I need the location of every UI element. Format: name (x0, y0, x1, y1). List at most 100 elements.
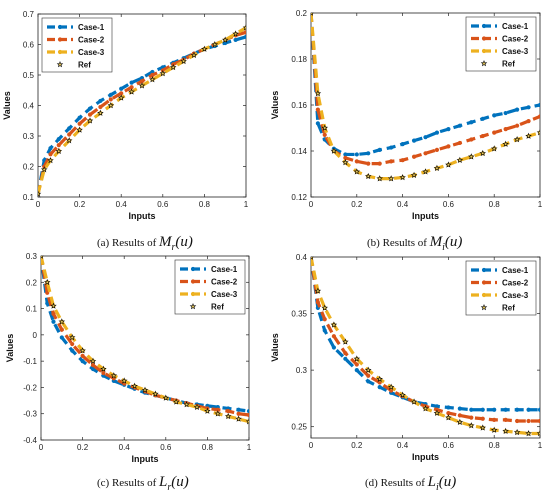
legend-marker-ref (56, 61, 64, 68)
series-point-case-1 (480, 407, 485, 412)
ref-point (97, 109, 104, 116)
caption-c-text: (c) Results of (97, 477, 157, 489)
series-point-case-2 (377, 161, 382, 166)
ref-point (376, 175, 383, 182)
x-tick-label: 0.8 (199, 200, 211, 209)
ref-point (410, 171, 418, 178)
series-point-case-2 (80, 353, 85, 358)
legend-marker-case-3 (481, 292, 487, 298)
x-tick-label: 0.8 (489, 200, 501, 209)
series-point-case-1 (331, 345, 336, 350)
x-tick-label: 0.4 (397, 200, 409, 209)
legend-label-ref: Ref (78, 61, 91, 70)
ref-point (422, 405, 429, 412)
x-tick-label: 1 (538, 200, 543, 209)
series-group (311, 13, 540, 182)
ref-point (159, 70, 167, 77)
series-point-case-2 (246, 412, 249, 418)
series-point-case-1 (469, 407, 474, 412)
y-tick-label: 0.1 (26, 305, 38, 314)
caption-b: (b) Results of Mi(u) (367, 234, 462, 253)
series-point-case-1 (354, 152, 359, 157)
x-tick-label: 0.8 (202, 443, 214, 452)
legend-marker-case-1 (481, 267, 487, 273)
y-tick-label: -0.3 (23, 410, 37, 419)
ref-point (490, 426, 498, 433)
series-point-case-2 (480, 133, 485, 139)
series-point-case-2 (515, 123, 520, 128)
caption-a-symbol: Mr(u) (159, 234, 193, 253)
series-point-case-2 (354, 362, 359, 367)
ref-point (43, 278, 51, 286)
ref-point (502, 140, 509, 147)
ref-point (314, 90, 322, 97)
ref-point (68, 334, 76, 341)
ref-point (314, 287, 322, 294)
x-tick-label: 1 (244, 200, 249, 209)
ref-point (50, 302, 57, 309)
ref-point (399, 173, 406, 181)
y-tick-label: 0.3 (23, 132, 35, 141)
y-tick-label: -0.1 (23, 357, 37, 366)
legend-label-ref: Ref (502, 304, 515, 313)
ref-point (245, 418, 249, 425)
series-point-case-2 (77, 121, 82, 126)
series-line-case-3 (311, 13, 540, 181)
series-point-case-1 (377, 147, 382, 152)
series-point-case-2 (526, 119, 531, 124)
legend-label-case-3: Case-3 (78, 48, 105, 57)
y-tick-label: 0.3 (26, 252, 38, 261)
ref-point (128, 88, 135, 95)
ref-point (232, 30, 239, 37)
series-point-case-2 (243, 30, 246, 35)
y-axis-label: Values (2, 91, 12, 120)
ref-point (536, 129, 540, 136)
series-point-case-2 (322, 132, 327, 137)
ref-point (387, 383, 395, 390)
legend-label-case-1: Case-1 (211, 265, 238, 274)
series-point-case-1 (56, 136, 61, 142)
series-point-case-2 (119, 91, 124, 96)
series-point-case-2 (98, 104, 103, 110)
legend-label-case-2: Case-2 (211, 278, 238, 287)
x-axis-label: Inputs (412, 452, 439, 462)
legend-marker-case-2 (190, 279, 196, 284)
ref-point (110, 372, 118, 379)
legend-label-ref: Ref (502, 60, 515, 69)
legend: Case-1 Case-2 Case-3 Ref (465, 260, 537, 316)
ref-point (330, 321, 338, 328)
series-point-case-1 (87, 106, 93, 111)
series-point-case-1 (400, 142, 405, 147)
series-point-case-2 (90, 362, 96, 368)
series-point-case-2 (236, 411, 241, 416)
series-point-case-2 (101, 370, 106, 376)
series-point-case-2 (480, 416, 485, 421)
legend-marker-ref (480, 60, 488, 67)
ref-point (364, 172, 372, 180)
ref-point (41, 256, 44, 259)
series-point-case-2 (87, 112, 93, 117)
legend: Case-1 Case-2 Case-3 Ref (41, 17, 113, 73)
ref-point (353, 355, 361, 362)
ref-point (190, 51, 198, 58)
ref-point (445, 161, 452, 168)
legend-marker-case-2 (481, 36, 487, 41)
ref-point (468, 422, 475, 429)
series-point-case-1 (434, 404, 440, 409)
series-line-case-2 (38, 30, 246, 195)
ref-point (311, 257, 314, 260)
series-point-case-1 (411, 138, 417, 143)
series-point-case-2 (469, 415, 474, 420)
series-point-case-1 (366, 379, 371, 384)
ref-point (311, 13, 314, 16)
ref-point (100, 365, 107, 372)
series-point-case-2 (366, 161, 371, 166)
ref-point (525, 430, 532, 437)
series-point-case-1 (515, 107, 520, 112)
ref-point (193, 403, 201, 410)
legend-label-ref: Ref (211, 303, 224, 312)
series-point-case-2 (503, 127, 508, 132)
y-tick-label: 0.6 (23, 41, 35, 50)
legend-marker-case-3 (481, 48, 487, 54)
